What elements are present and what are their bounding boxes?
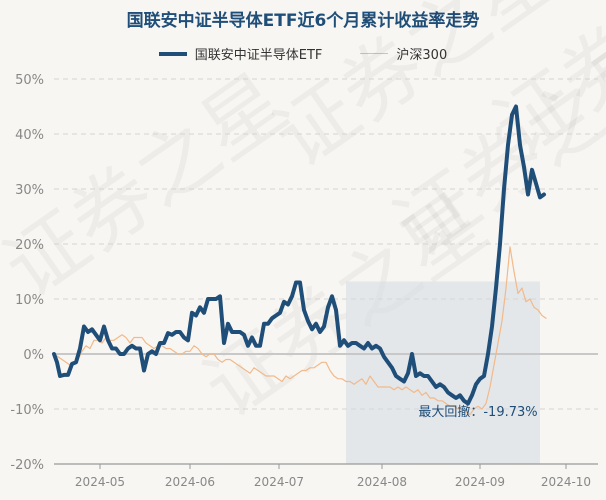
- legend-label-hs300: 沪深300: [396, 48, 448, 63]
- legend-item-etf[interactable]: 国联安中证半导体ETF: [158, 44, 323, 63]
- legend: 国联安中证半导体ETF 沪深300: [0, 44, 606, 63]
- y-tick-label: 40%: [15, 128, 44, 143]
- drawdown-shade: [346, 281, 540, 464]
- x-tick-label: 2024-08: [357, 475, 407, 489]
- legend-item-hs300[interactable]: 沪深300: [360, 44, 447, 63]
- y-tick-label: 50%: [15, 73, 44, 88]
- x-tick-label: 2024-09: [455, 475, 505, 489]
- chart-title: 国联安中证半导体ETF近6个月累计收益率走势: [126, 11, 480, 31]
- series-line-etf: [52, 104, 546, 406]
- x-tick-label: 2024-07: [254, 475, 304, 489]
- legend-label-etf: 国联安中证半导体ETF: [194, 48, 323, 63]
- y-tick-label: 0%: [23, 348, 44, 363]
- series-line-hs300: [53, 246, 547, 416]
- y-tick-label: 20%: [15, 238, 44, 253]
- max-drawdown-label: 最大回撤：-19.73%: [418, 404, 537, 420]
- watermark: 证券之星: [0, 56, 303, 316]
- legend-swatch-hs300: [360, 53, 389, 54]
- legend-swatch-etf: [158, 51, 187, 56]
- y-tick-label: 30%: [15, 183, 44, 198]
- y-tick-label: -20%: [10, 458, 44, 473]
- x-tick-label: 2024-05: [75, 475, 125, 489]
- y-tick-label: 10%: [15, 293, 44, 308]
- y-tick-label: -10%: [10, 403, 44, 418]
- x-tick-label: 2024-06: [165, 475, 215, 489]
- x-tick-label: 2024-10: [541, 475, 591, 489]
